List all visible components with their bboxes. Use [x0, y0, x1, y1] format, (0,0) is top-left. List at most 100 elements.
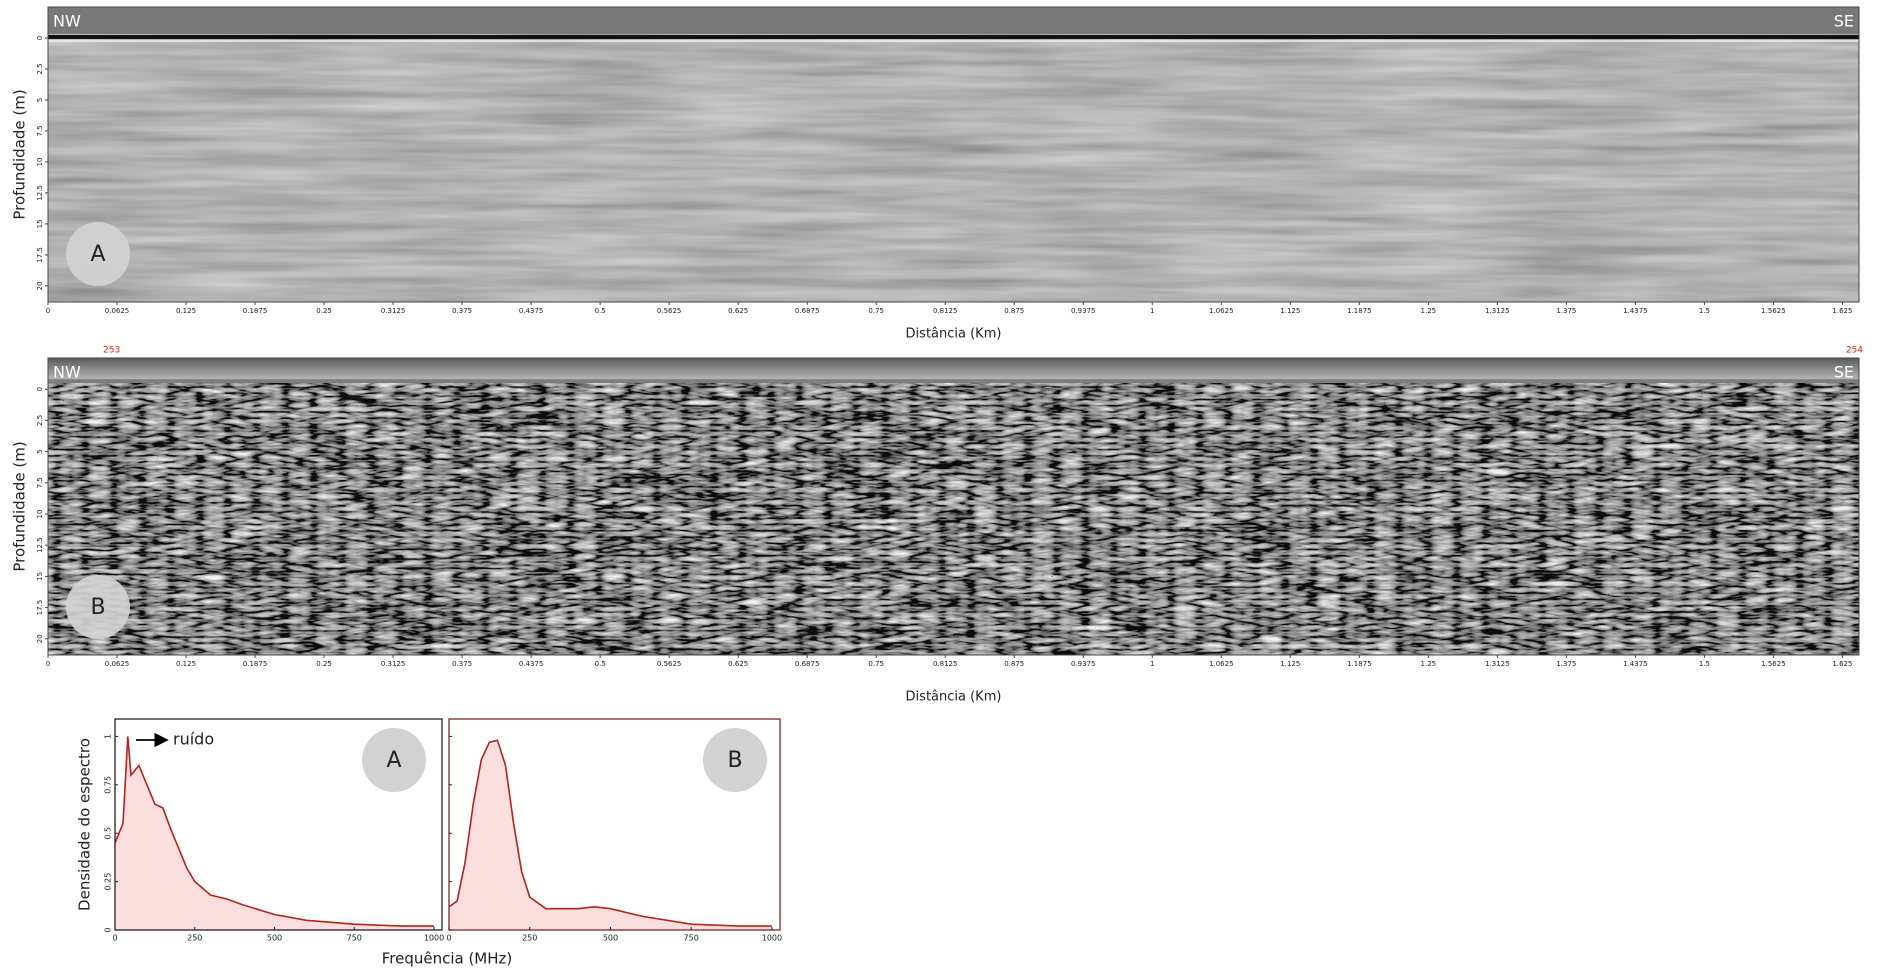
x-axis-title: Distância (Km)	[906, 327, 1002, 342]
x-tick-label: 0.625	[728, 660, 748, 668]
x-tick-label: 0.75	[868, 307, 884, 315]
x-tick-label: 1.5625	[1761, 660, 1786, 668]
x-tick-label: 0.75	[868, 660, 884, 668]
y-tick-label: 0	[104, 927, 113, 932]
x-tick-label: 1.3125	[1485, 660, 1510, 668]
x-tick-label: 250	[522, 934, 537, 943]
x-tick-label: 0.5625	[657, 660, 682, 668]
y-axis-title: Densidade do espectro	[76, 738, 94, 911]
x-tick-label: 0.9375	[1071, 307, 1096, 315]
x-tick-label: 0.875	[1004, 307, 1024, 315]
x-tick-label: 1.4375	[1623, 307, 1648, 315]
x-axis-title: Distância (Km)	[906, 690, 1002, 705]
y-axis-title: Profundidade (m)	[11, 89, 29, 219]
x-tick-label: 1.0625	[1209, 660, 1234, 668]
x-tick-label: 0.1875	[243, 307, 268, 315]
x-tick-label: 500	[603, 934, 618, 943]
y-tick-label: 12.5	[36, 537, 44, 553]
annotation: ruído	[173, 730, 214, 749]
radar-texture	[48, 383, 1859, 655]
x-tick-label: 0.6875	[795, 660, 820, 668]
x-tick-label: 0.5	[595, 660, 606, 668]
x-tick-label: 1	[1150, 660, 1154, 668]
x-tick-label: 0	[446, 934, 451, 943]
x-tick-label: 1.125	[1280, 307, 1300, 315]
panel-label: B	[90, 595, 105, 620]
x-tick-label: 0.6875	[795, 307, 820, 315]
x-tick-label: 1.5	[1699, 307, 1710, 315]
x-tick-label: 1.3125	[1485, 307, 1510, 315]
x-tick-label: 1.5	[1699, 660, 1710, 668]
x-tick-label: 0	[112, 934, 117, 943]
y-tick-label: 17.5	[36, 247, 44, 263]
x-tick-label: 1	[1150, 307, 1154, 315]
radar-top-band	[48, 7, 1859, 34]
direction-left: NW	[53, 12, 81, 31]
y-tick-label: 12.5	[36, 185, 44, 201]
x-tick-label: 750	[347, 934, 362, 943]
x-tick-label: 0.3125	[381, 307, 406, 315]
x-tick-label: 1.375	[1556, 660, 1576, 668]
x-tick-label: 0.25	[316, 307, 332, 315]
radar-texture	[48, 32, 1859, 302]
x-tick-label: 1.375	[1556, 307, 1576, 315]
x-tick-label: 0.375	[452, 307, 472, 315]
x-tick-label: 1.1875	[1347, 307, 1372, 315]
x-tick-label: 1.0625	[1209, 307, 1234, 315]
x-tick-label: 0.8125	[933, 307, 958, 315]
x-axis-title: Frequência (MHz)	[382, 950, 513, 968]
x-tick-label: 1.4375	[1623, 660, 1648, 668]
y-tick-label: 0.75	[104, 776, 113, 794]
direction-left: NW	[53, 363, 81, 382]
x-tick-label: 1.625	[1832, 660, 1852, 668]
panel-label: A	[90, 242, 105, 267]
x-tick-label: 0.4375	[519, 660, 544, 668]
y-tick-label: 20	[36, 634, 44, 643]
y-tick-label: 10	[36, 510, 44, 519]
x-tick-label: 0.4375	[519, 307, 544, 315]
x-tick-label: 0.625	[728, 307, 748, 315]
x-tick-label: 0.25	[316, 660, 332, 668]
x-tick-label: 0.1875	[243, 660, 268, 668]
y-tick-label: 5	[36, 449, 44, 453]
x-tick-label: 0.0625	[105, 307, 130, 315]
x-tick-label: 0	[46, 660, 50, 668]
x-tick-label: 0.125	[176, 660, 196, 668]
y-tick-label: 7.5	[36, 125, 44, 136]
direction-right: SE	[1834, 363, 1854, 382]
surface-reflection-white	[48, 40, 1859, 42]
x-tick-label: 750	[684, 934, 699, 943]
y-tick-label: 10	[36, 157, 44, 166]
y-tick-label: 2.5	[36, 415, 44, 426]
y-tick-label: 20	[36, 281, 44, 290]
panel-label: A	[386, 748, 401, 773]
x-tick-label: 0.5	[595, 307, 606, 315]
direction-right: SE	[1834, 12, 1854, 31]
x-tick-label: 1.25	[1421, 307, 1437, 315]
y-tick-label: 17.5	[36, 600, 44, 616]
y-tick-label: 0.25	[104, 873, 113, 891]
x-tick-label: 0.8125	[933, 660, 958, 668]
y-axis-title: Profundidade (m)	[11, 441, 29, 571]
x-tick-label: 0.5625	[657, 307, 682, 315]
y-tick-label: 0	[36, 387, 44, 391]
x-tick-label: 0.3125	[381, 660, 406, 668]
x-tick-label: 0.875	[1004, 660, 1024, 668]
x-tick-label: 250	[187, 934, 202, 943]
x-tick-label: 0.0625	[105, 660, 130, 668]
x-tick-label: 0.9375	[1071, 660, 1096, 668]
y-tick-label: 5	[36, 98, 44, 102]
x-tick-label: 1.25	[1421, 660, 1437, 668]
x-tick-label: 1000	[762, 934, 782, 943]
x-tick-label: 1000	[424, 934, 444, 943]
y-tick-label: 1	[104, 734, 113, 739]
y-tick-label: 0.5	[104, 827, 113, 840]
x-tick-label: 0.125	[176, 307, 196, 315]
x-tick-label: 1.1875	[1347, 660, 1372, 668]
figure: NW SE 0 0.0625 0.125 0.1875 0.25 0.3125 0.375 0.4…	[0, 0, 1899, 972]
y-tick-label: 0	[36, 36, 44, 40]
x-tick-label: 1.125	[1280, 660, 1300, 668]
y-tick-label: 2.5	[36, 63, 44, 74]
x-tick-label: 1.5625	[1761, 307, 1786, 315]
panel-label: B	[727, 748, 742, 773]
